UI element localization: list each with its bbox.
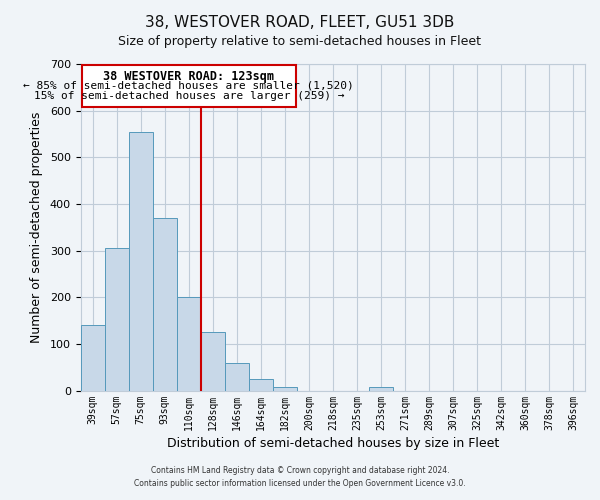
Text: 38, WESTOVER ROAD, FLEET, GU51 3DB: 38, WESTOVER ROAD, FLEET, GU51 3DB xyxy=(145,15,455,30)
Bar xyxy=(249,379,273,390)
Bar xyxy=(201,332,225,390)
Text: ← 85% of semi-detached houses are smaller (1,520): ← 85% of semi-detached houses are smalle… xyxy=(23,81,354,91)
Bar xyxy=(369,387,393,390)
X-axis label: Distribution of semi-detached houses by size in Fleet: Distribution of semi-detached houses by … xyxy=(167,437,499,450)
Text: Size of property relative to semi-detached houses in Fleet: Size of property relative to semi-detach… xyxy=(119,35,482,48)
Bar xyxy=(129,132,153,390)
Text: 15% of semi-detached houses are larger (259) →: 15% of semi-detached houses are larger (… xyxy=(34,90,344,101)
Bar xyxy=(82,65,296,107)
Bar xyxy=(273,387,297,390)
Y-axis label: Number of semi-detached properties: Number of semi-detached properties xyxy=(30,112,43,343)
Text: 38 WESTOVER ROAD: 123sqm: 38 WESTOVER ROAD: 123sqm xyxy=(103,70,274,82)
Bar xyxy=(177,298,201,390)
Bar xyxy=(153,218,177,390)
Bar xyxy=(81,326,105,390)
Bar xyxy=(225,362,249,390)
Text: Contains HM Land Registry data © Crown copyright and database right 2024.
Contai: Contains HM Land Registry data © Crown c… xyxy=(134,466,466,487)
Bar xyxy=(105,248,129,390)
